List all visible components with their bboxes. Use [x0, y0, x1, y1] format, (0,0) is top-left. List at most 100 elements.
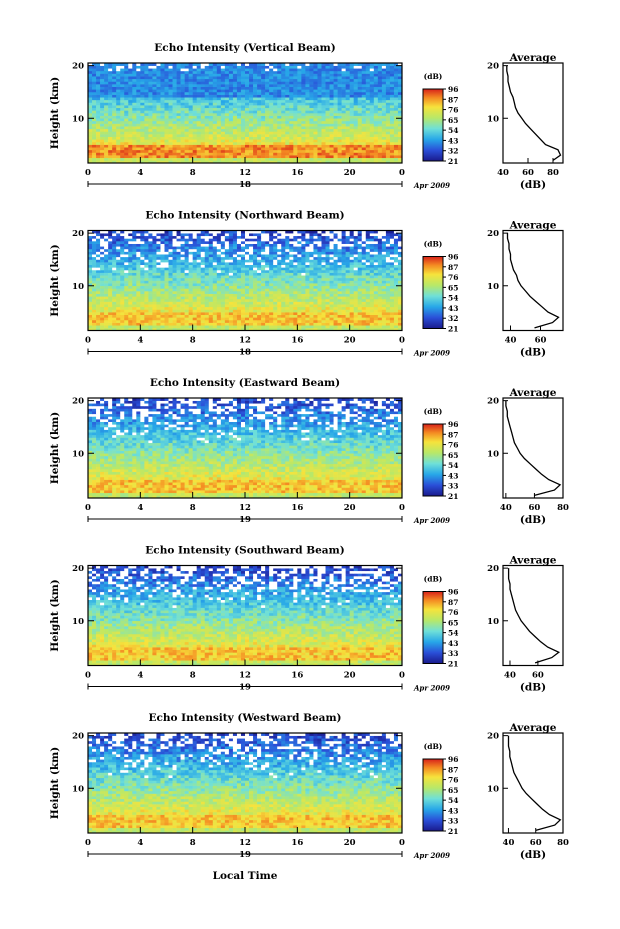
heatmap-cell: [180, 76, 185, 80]
heatmap-cell: [164, 97, 169, 101]
heatmap-cell: [224, 126, 230, 130]
heatmap-cell: [200, 275, 206, 279]
heatmap-cell: [317, 322, 322, 326]
heatmap-cell: [216, 160, 222, 164]
heatmap-cell: [353, 78, 359, 82]
heatmap-cell: [249, 264, 254, 268]
heatmap-cell: [361, 280, 367, 284]
heatmap-cell: [349, 291, 354, 294]
heatmap-cell: [309, 144, 314, 148]
heatmap-cell: [148, 301, 153, 305]
heatmap-cell: [228, 134, 234, 137]
heatmap-cell: [385, 272, 391, 276]
heatmap-cell: [236, 76, 242, 80]
heatmap-cell: [120, 309, 125, 313]
heatmap-cell: [381, 312, 387, 316]
heatmap-cell: [220, 283, 226, 287]
heatmap-cell: [321, 157, 326, 161]
heatmap-cell: [136, 113, 141, 116]
heatmap-cell: [172, 68, 177, 72]
heatmap-cell: [172, 309, 177, 313]
heatmap-cell: [377, 152, 383, 156]
heatmap-cell: [120, 118, 125, 122]
heatmap-cell: [249, 144, 254, 148]
heatmap-cell: [152, 149, 157, 153]
heatmap-cell: [124, 285, 129, 289]
heatmap-cell: [140, 107, 145, 111]
heatmap-cell: [148, 89, 153, 93]
heatmap-cell: [357, 149, 363, 153]
heatmap-cell: [313, 152, 318, 156]
heatmap-cell: [249, 110, 254, 114]
heatmap-cell: [389, 89, 395, 93]
heatmap-cell: [240, 126, 246, 130]
heatmap-cell: [353, 269, 359, 273]
heatmap-cell: [224, 304, 230, 308]
heatmap-cell: [361, 322, 367, 326]
heatmap-cell: [309, 120, 314, 124]
day-label: 18: [239, 180, 251, 190]
heatmap-cell: [389, 131, 395, 135]
heatmap-cell: [273, 102, 278, 106]
heatmap-cell: [88, 291, 93, 294]
heatmap-cell: [245, 147, 250, 151]
heatmap-cell: [216, 327, 222, 331]
heatmap-cell: [269, 293, 274, 297]
heatmap-cell: [224, 128, 230, 132]
heatmap-cell: [349, 280, 354, 284]
heatmap-cell: [285, 91, 290, 95]
heatmap-cell: [281, 264, 286, 268]
heatmap-cell: [245, 283, 250, 287]
heatmap-cell: [208, 288, 214, 292]
heatmap-cell: [112, 120, 117, 124]
heatmap-cell: [108, 306, 113, 310]
heatmap-cell: [385, 81, 391, 85]
heatmap-cell: [349, 136, 354, 140]
heatmap-cell: [168, 110, 173, 114]
heatmap-cell: [305, 317, 310, 321]
heatmap-cell: [224, 97, 230, 101]
heatmap-cell: [381, 147, 387, 151]
heatmap-cell: [168, 131, 173, 135]
heatmap-cell: [152, 86, 157, 90]
heatmap-cell: [289, 110, 294, 114]
heatmap-cell: [140, 317, 145, 321]
heatmap-cell: [200, 325, 206, 329]
heatmap-cell: [216, 97, 222, 101]
heatmap-cell: [373, 128, 379, 132]
heatmap-cell: [140, 102, 145, 106]
heatmap-cell: [361, 325, 367, 329]
heatmap-cell: [108, 296, 113, 300]
heatmap-cell: [305, 264, 310, 268]
heatmap-cell: [261, 277, 266, 281]
heatmap-cell: [365, 136, 371, 140]
heatmap-cell: [228, 113, 234, 116]
heatmap-cell: [337, 115, 342, 119]
heatmap-cell: [240, 277, 246, 281]
heatmap-cell: [269, 110, 274, 114]
heatmap-cell: [353, 267, 359, 271]
heatmap-cell: [393, 105, 399, 109]
heatmap-cell: [148, 152, 153, 156]
heatmap-cell: [245, 70, 250, 74]
heatmap-cell: [373, 134, 379, 137]
heatmap-cell: [365, 76, 371, 80]
heatmap-cell: [341, 301, 346, 305]
heatmap-cell: [301, 149, 306, 153]
heatmap-cell: [313, 91, 318, 95]
heatmap-cell: [136, 63, 141, 66]
heatmap-cell: [285, 70, 290, 74]
heatmap-cell: [313, 115, 318, 119]
heatmap-cell: [301, 99, 306, 103]
heatmap-cell: [273, 113, 278, 116]
heatmap-cell: [156, 113, 161, 116]
heatmap-cell: [152, 304, 157, 308]
heatmap-cell: [361, 102, 367, 106]
heatmap-cell: [305, 288, 310, 292]
heatmap-cell: [345, 309, 350, 313]
heatmap-cell: [393, 68, 399, 72]
heatmap-cell: [172, 105, 177, 109]
heatmap-cell: [337, 285, 342, 289]
heatmap-cell: [228, 136, 234, 140]
heatmap-cell: [136, 157, 141, 161]
